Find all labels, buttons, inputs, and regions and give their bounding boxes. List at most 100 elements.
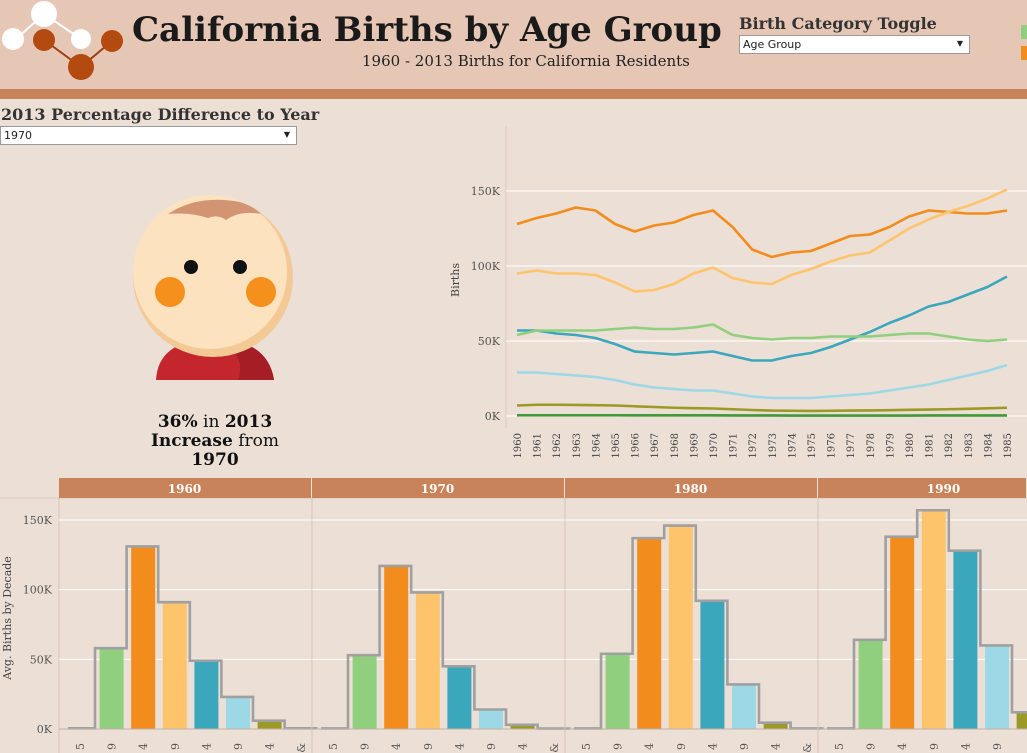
- decade-bar[interactable]: [1016, 712, 1027, 729]
- decade-bar[interactable]: [732, 684, 756, 729]
- stat-year-2013: 2013: [224, 412, 273, 432]
- decade-bar[interactable]: [700, 600, 725, 729]
- bar-y-axis-label: Avg. Births by Decade: [1, 556, 14, 681]
- bar-x-tick-label: &: [295, 743, 308, 753]
- decade-bar[interactable]: [415, 592, 440, 729]
- series-line-5[interactable]: [516, 403, 1008, 413]
- x-tick-label: 1969: [689, 433, 700, 458]
- x-tick-label: 1975: [807, 433, 818, 458]
- legend-swatch-orange: [1021, 46, 1027, 60]
- y-axis-label: Births: [449, 263, 462, 297]
- stat-line-2: Increase from: [100, 431, 330, 451]
- panel-header-label: 1970: [421, 482, 454, 496]
- decade-bar[interactable]: [668, 525, 693, 729]
- decade-bar[interactable]: [763, 722, 788, 729]
- panel-header: [565, 478, 817, 498]
- x-tick-label: 1981: [925, 433, 936, 458]
- bar-x-tick-label: 9: [422, 743, 435, 750]
- chevron-down-icon: ▼: [956, 39, 963, 48]
- panel-header: [312, 478, 564, 498]
- decade-bar[interactable]: [921, 510, 946, 729]
- y-tick-label: 150K: [471, 185, 501, 198]
- x-tick-label: 1978: [866, 433, 877, 458]
- decade-bar[interactable]: [858, 639, 883, 729]
- stat-word-from: from: [238, 431, 280, 451]
- x-tick-label: 1966: [631, 433, 642, 458]
- births-line-chart: 0K 50K 100K 150K Births 1960 1961 1962 1963 1964 1…: [449, 126, 1027, 458]
- decade-bar[interactable]: [194, 660, 219, 729]
- decade-bar[interactable]: [384, 565, 409, 729]
- x-tick-label: 1973: [768, 433, 779, 458]
- bar-x-tick-label: 4: [959, 743, 972, 750]
- percent-difference-value: 36%: [157, 412, 198, 432]
- birth-category-toggle-label: Birth Category Toggle: [739, 14, 937, 33]
- bar-x-tick-label: 9: [106, 743, 119, 750]
- decade-bar[interactable]: [953, 550, 978, 729]
- decade-bar[interactable]: [479, 709, 503, 729]
- decade-bar[interactable]: [890, 536, 915, 729]
- x-tick-label: 1968: [670, 433, 681, 458]
- bar-x-tick-label: 5: [580, 743, 593, 750]
- x-tick-label: 1960: [513, 433, 524, 458]
- x-tick-label: 1983: [964, 433, 975, 458]
- bar-x-tick-label: 4: [264, 743, 277, 750]
- stat-from-year: 1970: [191, 450, 239, 470]
- x-tick-label: 1961: [533, 433, 544, 458]
- y-tick-label: 100K: [471, 260, 501, 273]
- x-tick-label: 1984: [983, 433, 994, 458]
- decade-bar[interactable]: [226, 696, 250, 729]
- x-tick-label: 1970: [709, 433, 720, 458]
- bar-x-tick-label: 5: [833, 743, 846, 750]
- bar-x-tick-label: 9: [675, 743, 688, 750]
- x-tick-label: 1982: [944, 433, 955, 458]
- bar-x-tick-label: 4: [643, 743, 656, 750]
- x-tick-label: 1965: [611, 433, 622, 458]
- decade-bar[interactable]: [131, 546, 156, 729]
- x-tick-label: 1971: [729, 433, 740, 458]
- decade-bar[interactable]: [99, 648, 124, 729]
- decade-bar-chart: 0K 50K 100K 150K Avg. Births by Decade 1960 5 9…: [0, 478, 1027, 753]
- series-line-2[interactable]: [517, 275, 1008, 362]
- decade-bar[interactable]: [637, 538, 662, 729]
- bar-x-tick-label: 9: [928, 743, 941, 750]
- decade-step-line: [827, 508, 1027, 730]
- bar-x-tick-label: 5: [74, 743, 87, 750]
- decade-bar[interactable]: [352, 655, 377, 729]
- series-line-4[interactable]: [517, 363, 1008, 400]
- bar-x-tick-label: 4: [517, 743, 530, 750]
- bar-x-tick-label: 4: [453, 743, 466, 750]
- bar-x-tick-label: 4: [896, 743, 909, 750]
- decade-bar[interactable]: [447, 666, 472, 729]
- bar-x-tick-label: 9: [359, 743, 372, 750]
- legend-swatch-green: [1021, 25, 1027, 39]
- comparison-year-dropdown[interactable]: 1970 ▼: [0, 126, 297, 145]
- x-tick-label: 1976: [827, 433, 838, 458]
- bar-x-tick-label: 4: [137, 743, 150, 750]
- decade-bar[interactable]: [162, 602, 187, 729]
- birth-category-selected: Age Group: [743, 38, 802, 51]
- bar-x-tick-label: 9: [865, 743, 878, 750]
- bar-x-tick-label: 9: [169, 743, 182, 750]
- series-line-1[interactable]: [516, 188, 1008, 293]
- stat-word-in: in: [203, 412, 220, 432]
- decade-bar[interactable]: [510, 724, 535, 729]
- x-tick-label: 1964: [591, 433, 602, 458]
- page-subtitle: 1960 - 2013 Births for California Reside…: [362, 52, 690, 70]
- bar-x-tick-label: 4: [706, 743, 719, 750]
- bar-x-tick-label: 9: [738, 743, 751, 750]
- bar-x-tick-label: 9: [485, 743, 498, 750]
- series-line-0[interactable]: [516, 206, 1008, 259]
- series-line-3[interactable]: [516, 323, 1008, 343]
- stat-direction: Increase: [150, 431, 233, 451]
- decade-bar[interactable]: [257, 720, 282, 729]
- panel-header-label: 1990: [927, 482, 960, 496]
- comparison-year-selected: 1970: [4, 129, 32, 142]
- bar-y-tick-label: 100K: [23, 584, 53, 597]
- decade-bar[interactable]: [605, 653, 630, 729]
- birth-category-dropdown[interactable]: Age Group ▼: [739, 35, 970, 54]
- bar-x-tick-label: 4: [390, 743, 403, 750]
- bar-x-tick-label: 9: [991, 743, 1004, 750]
- bar-y-tick-label: 50K: [30, 653, 53, 666]
- x-tick-label: 1962: [552, 433, 563, 458]
- decade-bar[interactable]: [985, 645, 1009, 729]
